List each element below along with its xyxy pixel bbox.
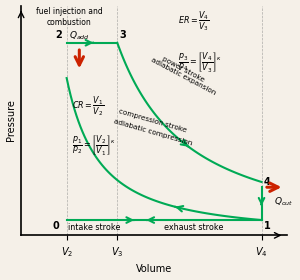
- Text: compression stroke: compression stroke: [118, 108, 188, 134]
- Text: 3: 3: [120, 31, 127, 40]
- Text: 1: 1: [264, 221, 271, 231]
- Text: $\dfrac{p_1}{p_2} = \left[\dfrac{V_2}{V_1}\right]^\kappa$: $\dfrac{p_1}{p_2} = \left[\dfrac{V_2}{V_…: [72, 133, 115, 157]
- Y-axis label: Pressure: Pressure: [6, 99, 16, 141]
- Text: adiabatic expansion: adiabatic expansion: [150, 57, 216, 96]
- Text: $Q_{add}$: $Q_{add}$: [69, 29, 90, 42]
- Text: $ER = \dfrac{V_4}{V_3}$: $ER = \dfrac{V_4}{V_3}$: [178, 9, 210, 32]
- Text: $Q_{out}$: $Q_{out}$: [274, 196, 294, 208]
- Text: intake stroke: intake stroke: [68, 223, 121, 232]
- Text: power stroke: power stroke: [161, 56, 205, 83]
- Text: fuel injection and: fuel injection and: [36, 7, 103, 16]
- Text: adiabatic compression: adiabatic compression: [113, 118, 193, 147]
- Text: 4: 4: [264, 177, 271, 187]
- Text: 2: 2: [55, 31, 62, 40]
- X-axis label: Volume: Volume: [136, 264, 172, 274]
- Text: combustion: combustion: [47, 18, 92, 27]
- Text: exhaust stroke: exhaust stroke: [164, 223, 223, 232]
- Text: $CR = \dfrac{V_1}{V_2}$: $CR = \dfrac{V_1}{V_2}$: [72, 94, 104, 118]
- Text: 0: 0: [52, 221, 59, 231]
- Text: $\dfrac{p_3}{p_4} = \left[\dfrac{V_4}{V_3}\right]^\kappa$: $\dfrac{p_3}{p_4} = \left[\dfrac{V_4}{V_…: [178, 50, 221, 74]
